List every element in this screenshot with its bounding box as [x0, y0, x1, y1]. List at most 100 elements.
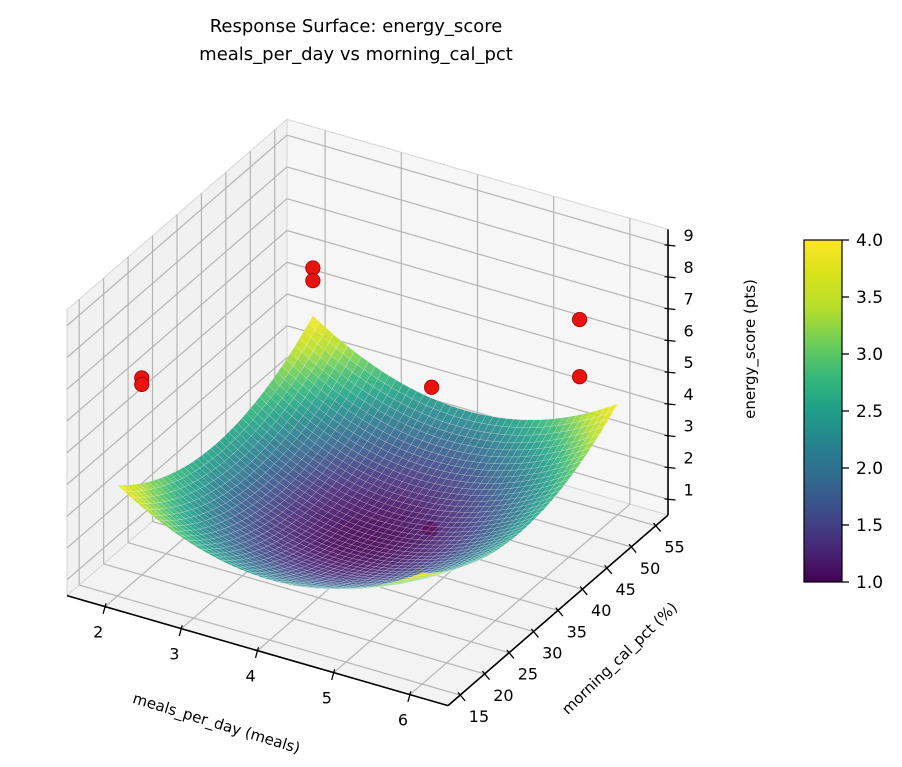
- y-tick-label: 30: [542, 643, 562, 662]
- y-tick-label: 40: [591, 601, 611, 620]
- x-tick: [407, 691, 412, 703]
- y-tick-label: 55: [664, 538, 684, 557]
- surface-facet: [512, 528, 525, 536]
- surface-facet: [557, 479, 570, 488]
- scatter-point: [305, 260, 321, 276]
- chart-title: Response Surface: energy_score meals_per…: [0, 13, 712, 69]
- chart-title-line2: meals_per_day vs morning_cal_pct: [199, 44, 513, 65]
- surface-facet: [552, 484, 565, 494]
- z-tick-label: 7: [684, 290, 694, 309]
- x-tick: [254, 647, 260, 659]
- surface-facet: [508, 532, 521, 540]
- y-tick: [481, 670, 491, 681]
- y-tick: [506, 649, 515, 659]
- colorbar-gradient: [803, 239, 843, 583]
- y-axis-title: morning_cal_pct (%): [558, 599, 682, 719]
- z-tick-label: 1: [684, 480, 694, 499]
- surface-facet: [437, 570, 450, 575]
- surface-facet: [499, 539, 512, 547]
- colorbar-tick-label: 1.5: [856, 516, 883, 536]
- grid-line: [66, 357, 288, 549]
- z-tick-label: 2: [684, 449, 694, 468]
- surface-facet: [570, 460, 583, 470]
- x-tick: [102, 603, 107, 615]
- x-axis-title: meals_per_day (meals): [130, 689, 302, 758]
- y-tick-label: 15: [469, 707, 489, 726]
- surface-facet: [441, 569, 454, 574]
- colorbar: 1.0 1.5 2.0 2.5 3.0 3.5 4.0: [803, 231, 883, 593]
- z-tick-label: 5: [684, 353, 694, 372]
- chart-title-line1: Response Surface: energy_score: [209, 16, 503, 37]
- colorbar-tick-label: 4.0: [856, 231, 883, 251]
- z-tick-label: 3: [684, 417, 694, 436]
- y-tick: [628, 543, 637, 554]
- z-tick: [664, 402, 676, 406]
- x-tick: [331, 669, 336, 681]
- z-axis-title: energy_score (pts): [741, 279, 760, 419]
- surface-facet: [486, 549, 498, 556]
- z-tick-label: 8: [684, 258, 694, 277]
- y-tick: [579, 586, 588, 596]
- surface-facet: [597, 418, 610, 430]
- z-tick-label: 9: [684, 226, 694, 245]
- surface-facet: [503, 536, 516, 543]
- z-tick: [664, 244, 676, 247]
- y-tick: [555, 607, 564, 617]
- z-tick: [664, 307, 676, 311]
- x-tick-label: 6: [398, 711, 408, 730]
- grid-line: [66, 134, 288, 327]
- z-tick-label: 6: [684, 321, 694, 340]
- x-tick-label: 3: [169, 645, 179, 664]
- y-tick: [604, 564, 613, 575]
- surface-facet: [468, 559, 481, 565]
- surface-mesh: [117, 315, 618, 590]
- grid-line: [66, 261, 288, 454]
- scatter-point: [571, 311, 588, 328]
- z-tick: [664, 371, 676, 374]
- x-tick-label: 4: [245, 667, 255, 686]
- scatter-point: [571, 369, 588, 385]
- z-tick: [664, 434, 676, 438]
- colorbar-tick-label: 3.0: [856, 345, 883, 365]
- grid-line: [66, 325, 288, 517]
- surface-facet: [446, 568, 458, 573]
- surface-facet: [472, 557, 485, 563]
- z-tick: [664, 275, 676, 279]
- grid-line: [66, 166, 288, 358]
- grid-line: [66, 230, 288, 422]
- surface-facet: [583, 440, 596, 451]
- surface-facet: [490, 546, 503, 553]
- colorbar-tick-label: 2.0: [856, 459, 883, 479]
- y-tick-label: 20: [493, 686, 513, 705]
- surface-facet: [592, 426, 605, 437]
- y-tick: [457, 691, 466, 702]
- scatter-point: [424, 379, 440, 395]
- surface-facet: [414, 572, 427, 576]
- y-tick: [653, 522, 662, 532]
- z-tick-label: 4: [684, 385, 694, 404]
- colorbar-tick-label: 2.5: [856, 402, 883, 422]
- x-tick: [178, 625, 183, 637]
- colorbar-tick-label: 1.0: [856, 573, 883, 593]
- z-tick: [664, 466, 676, 469]
- surface-facet: [534, 506, 547, 514]
- surface-facet: [450, 566, 463, 572]
- y-tick-label: 45: [615, 580, 635, 599]
- surface-facet: [463, 561, 476, 567]
- scatter-point: [305, 273, 321, 289]
- grid-line: [66, 293, 288, 485]
- y-tick: [530, 628, 539, 638]
- z-tick: [664, 339, 676, 342]
- z-tick: [664, 498, 676, 501]
- grid-line: [66, 198, 288, 390]
- colorbar-tick-label: 3.5: [856, 288, 883, 308]
- grid-line: [409, 503, 631, 696]
- y-tick-label: 50: [640, 559, 660, 578]
- y-tick-label: 35: [567, 622, 587, 641]
- y-tick-label: 25: [518, 665, 538, 684]
- scatter-group: [134, 260, 588, 395]
- x-tick-label: 5: [322, 689, 332, 708]
- surface-facet: [588, 433, 601, 444]
